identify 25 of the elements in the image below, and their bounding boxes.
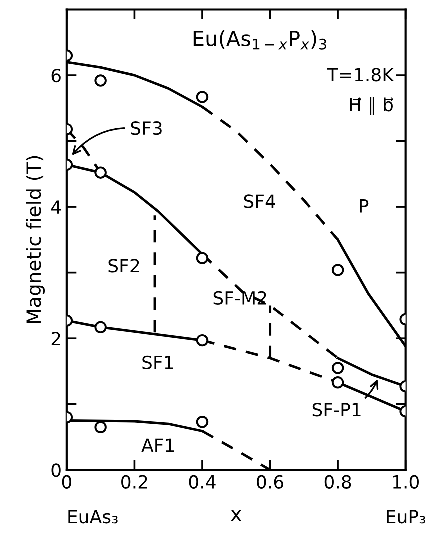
text: Eu(As$_{1−x}$P$_{x}$)$_{3}$ xyxy=(194,30,326,50)
text: EuP₃ xyxy=(387,510,426,524)
annotation: SF1 xyxy=(142,356,174,370)
x-tick-label: 0.8 xyxy=(324,475,352,489)
annotation: H⃗ ∥ b⃗ xyxy=(350,98,394,116)
y-tick-label: 0 xyxy=(52,464,61,478)
x-tick-label: 0.4 xyxy=(189,475,216,489)
y-tick-label: 2 xyxy=(52,332,60,346)
annotation: T=1.8K xyxy=(327,68,394,82)
x-tick-label: 0.2 xyxy=(122,475,148,489)
y-tick-label: 4 xyxy=(51,200,62,214)
y-tick-label: 6 xyxy=(52,68,61,83)
x-tick-label: 0.6 xyxy=(257,475,284,489)
annotation: SF2 xyxy=(108,259,140,273)
annotation: SF3 xyxy=(131,122,162,136)
annotation: SF4 xyxy=(244,194,276,208)
annotation: P xyxy=(360,200,369,213)
annotation: SF-M2 xyxy=(214,291,266,306)
x-tick-label: 1.0 xyxy=(393,475,419,489)
annotation: AF1 xyxy=(142,438,174,452)
x-axis-title: x xyxy=(231,510,242,522)
text: EuAs₃ xyxy=(68,510,118,524)
y-axis-title: Magnetic field (T) xyxy=(26,156,46,324)
annotation: SF-P1 xyxy=(312,403,361,417)
x-tick-label: 0 xyxy=(62,475,72,489)
